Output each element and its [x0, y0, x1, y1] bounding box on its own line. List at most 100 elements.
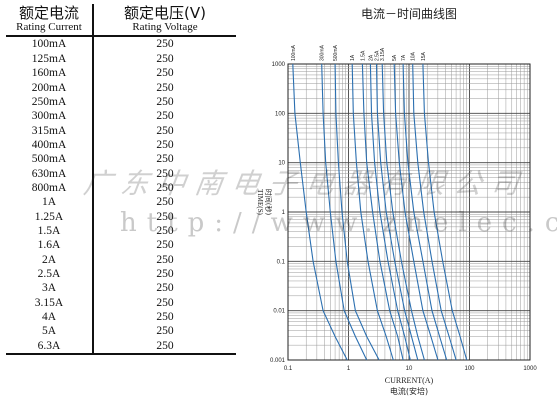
- rating-current-cell: 500mA: [6, 152, 94, 167]
- rating-voltage-cell: 250: [156, 253, 174, 266]
- series-label: 500mA: [333, 44, 339, 61]
- rating-current-cell: 4A: [6, 309, 94, 325]
- rating-voltage-cell: 250: [156, 124, 174, 137]
- series-line: [334, 63, 380, 361]
- rating-voltage-cell: 250: [156, 153, 174, 166]
- rating-current-cell: 200mA: [6, 80, 94, 95]
- rating-voltage-cell: 250: [156, 67, 174, 80]
- y-tick-label: 1: [282, 210, 286, 216]
- table-row: 500mA 250: [6, 152, 236, 167]
- y-tick-label: 1000: [272, 62, 286, 68]
- rating-voltage-cell: 250: [156, 311, 174, 323]
- rating-voltage-cell: 250: [156, 167, 174, 180]
- rating-voltage-cell: 250: [156, 110, 174, 123]
- rating-voltage-cell: 250: [156, 138, 174, 151]
- y-tick-label: 0.1: [277, 259, 286, 265]
- rating-current-cell: 1.25A: [6, 209, 94, 224]
- rating-voltage-cell: 250: [156, 52, 174, 65]
- chart-svg: 电流－时间曲线图 0.1 1 10 100 1000 0.001 0.01 0.1 1 10 100 1…: [256, 7, 537, 396]
- rating-voltage-cell: 250: [156, 95, 174, 108]
- rating-current-cell: 630mA: [6, 166, 94, 181]
- plot-frame: [287, 63, 531, 361]
- table-row: 125mA 250: [6, 51, 236, 66]
- watermark-company: 广东中南电子电器有限公司: [81, 167, 531, 200]
- table-row: 200mA 250: [6, 80, 236, 95]
- rating-current-cell: 3.15A: [6, 295, 94, 310]
- series-line: [381, 63, 425, 361]
- x-axis-label: CURRENT(A): [385, 376, 434, 385]
- series-label: 1.5A: [360, 50, 366, 61]
- rating-current-cell: 1.6A: [6, 238, 94, 253]
- series-label: 2.5A: [374, 50, 380, 61]
- table-row: 4A 250: [6, 309, 236, 325]
- series-line: [422, 63, 468, 361]
- rating-voltage-cell: 250: [156, 282, 174, 295]
- y-axis-label: TIME(S): [256, 189, 264, 215]
- series-label: 2A: [368, 54, 374, 61]
- rating-voltage-cell: 250: [156, 239, 174, 252]
- table-row: 2.5A 250: [6, 266, 236, 282]
- rating-voltage-cell: 250: [156, 296, 174, 309]
- y-tick-label: 0.001: [270, 358, 286, 364]
- table-row: 250mA 250: [6, 94, 236, 110]
- header-voltage-en: Rating Voltage: [132, 20, 198, 33]
- time-current-chart: 电流－时间曲线图 0.1 1 10 100 1000 0.001 0.01 0.1 1 10 100 1…: [248, 0, 557, 409]
- series-line: [412, 63, 457, 361]
- rating-current-cell: 315mA: [6, 123, 94, 138]
- y-tick-label: 0.01: [273, 309, 285, 315]
- table-row: 6.3A 250: [6, 338, 236, 355]
- table-header-row: 额定电流 Rating Current 额定电压(V) Rating Volta…: [6, 4, 236, 38]
- rating-current-cell: 1.5A: [6, 223, 94, 239]
- rating-voltage-cell: 250: [156, 325, 174, 338]
- series-line: [321, 63, 368, 361]
- table-row: 630mA 250: [6, 166, 236, 181]
- series-label: 7A: [401, 54, 407, 61]
- x-tick-label: 0.1: [284, 366, 293, 372]
- table-row: 315mA 250: [6, 123, 236, 138]
- x-axis-label-zh: 电流(安培): [390, 386, 428, 396]
- table-row: 300mA 250: [6, 109, 236, 124]
- watermark-url: http://www.znelec.cn: [120, 208, 557, 238]
- series-label: 1A: [350, 54, 356, 61]
- header-current-en: Rating Current: [16, 20, 82, 33]
- series-line: [351, 63, 394, 361]
- table-row: 160mA 250: [6, 65, 236, 81]
- rating-current-cell: 3A: [6, 281, 94, 296]
- table-row: 1.6A 250: [6, 238, 236, 253]
- x-tick-label: 10: [406, 366, 413, 372]
- x-tick-label: 1: [347, 366, 351, 372]
- x-tick-label: 1000: [523, 366, 537, 372]
- rating-voltage-cell: 250: [93, 338, 236, 355]
- rating-current-cell: 800mA: [6, 180, 94, 196]
- series-label: 15A: [421, 51, 427, 61]
- rating-current-cell: 160mA: [6, 65, 94, 81]
- rating-current-cell: 125mA: [6, 51, 94, 66]
- rating-table-container: 额定电流 Rating Current 额定电压(V) Rating Volta…: [6, 4, 236, 370]
- series-line: [375, 63, 419, 361]
- series-line: [361, 63, 404, 361]
- rating-current-cell: 300mA: [6, 109, 94, 124]
- table-row: 3.15A 250: [6, 295, 236, 310]
- rating-current-cell: 6.3A: [6, 338, 94, 355]
- series-label: 300mA: [320, 44, 326, 61]
- header-rating-voltage: 额定电压(V) Rating Voltage: [93, 4, 236, 38]
- rating-current-cell: 2.5A: [6, 266, 94, 282]
- table-row: 400mA 250: [6, 137, 236, 153]
- series-label: 5A: [392, 54, 398, 61]
- table-row: 3A 250: [6, 281, 236, 296]
- rating-table: 额定电流 Rating Current 额定电压(V) Rating Volta…: [6, 4, 236, 355]
- rating-voltage-cell: 250: [156, 181, 174, 194]
- rating-voltage-cell: 250: [156, 81, 174, 94]
- series-line: [393, 63, 439, 361]
- series-line: [292, 63, 348, 361]
- rating-current-cell: 100mA: [6, 36, 94, 52]
- rating-voltage-cell: 250: [156, 38, 174, 51]
- y-tick-label: 100: [275, 111, 286, 117]
- rating-current-cell: 5A: [6, 324, 94, 339]
- header-voltage-zh: 额定电压(V): [124, 4, 206, 22]
- series-label: 3.15A: [380, 47, 386, 61]
- series-line: [369, 63, 411, 361]
- table-row: 1.25A 250: [6, 209, 236, 224]
- rating-current-cell: 250mA: [6, 94, 94, 110]
- rating-current-cell: 1A: [6, 195, 94, 210]
